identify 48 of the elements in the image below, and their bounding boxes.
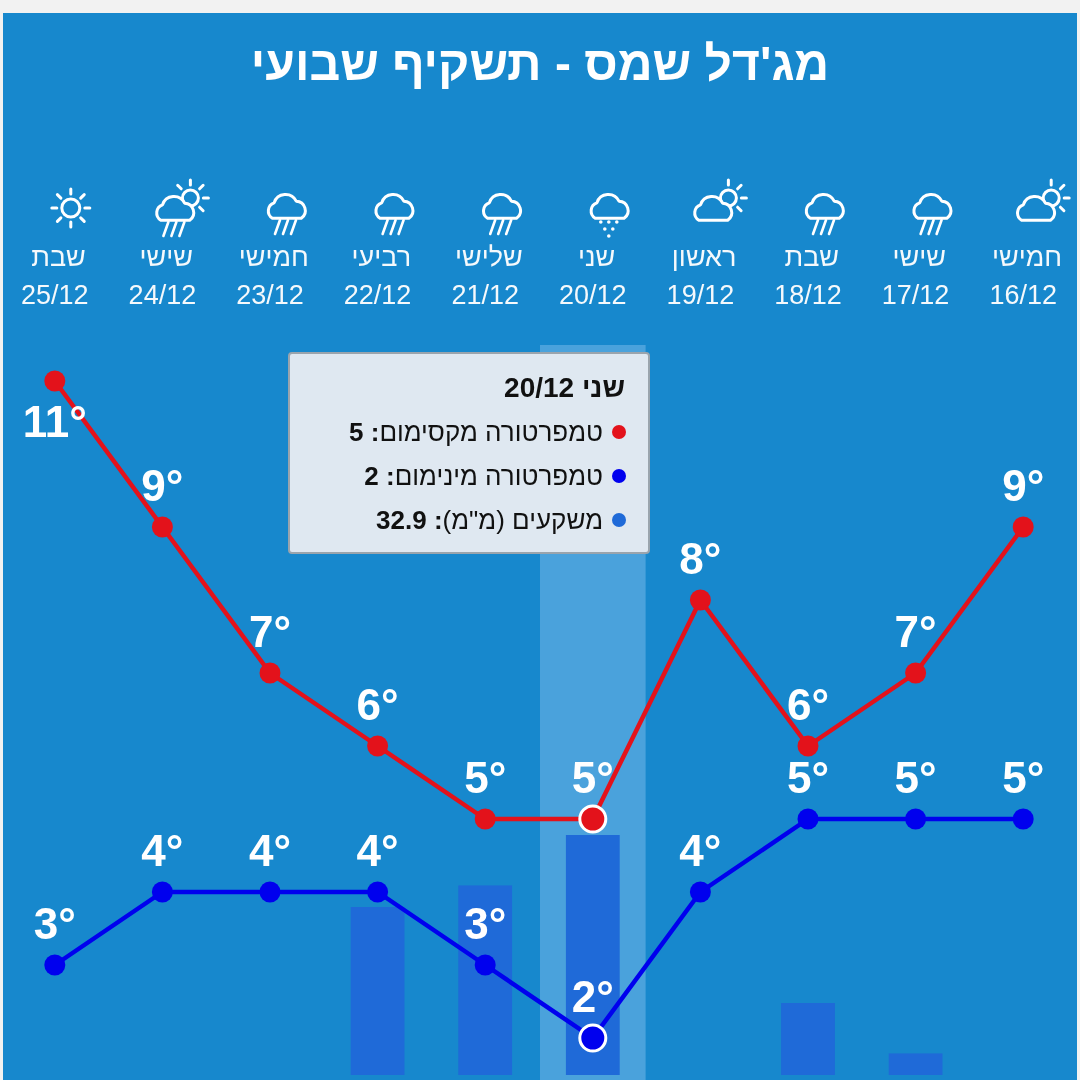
bar (458, 885, 513, 1075)
data-label: 9° (141, 461, 184, 510)
point (797, 735, 819, 757)
data-label: 9° (1002, 461, 1045, 510)
point (474, 954, 496, 976)
point (905, 808, 927, 830)
point (44, 370, 66, 392)
data-label: 5° (1002, 753, 1045, 802)
point (797, 808, 819, 830)
point (367, 881, 389, 903)
point (259, 881, 281, 903)
point (259, 662, 281, 684)
bar (888, 1053, 943, 1075)
point (689, 881, 711, 903)
point (151, 881, 173, 903)
annotation: : 2 (364, 461, 395, 491)
annotation: : 5 (349, 417, 380, 447)
annotation: : 32.9 (376, 505, 443, 535)
point (1012, 808, 1034, 830)
legend-title: שני 20/12 (504, 372, 625, 403)
data-label: 6° (786, 680, 830, 729)
point (151, 516, 173, 538)
data-label: 4° (679, 826, 722, 875)
bar (350, 907, 405, 1075)
data-label: 4° (248, 826, 292, 875)
bar (781, 1003, 835, 1075)
data-label: 3° (464, 899, 507, 948)
data-label: 5° (571, 753, 614, 802)
data-label: 4° (356, 826, 399, 875)
point (905, 662, 927, 684)
point (474, 808, 496, 830)
point (1012, 516, 1034, 538)
data-label: 5° (894, 753, 937, 802)
data-label: 2° (571, 972, 614, 1021)
chart-title: מג'דל שמס - תשקיף שבועי (250, 37, 830, 90)
data-label: 11° (22, 397, 87, 446)
point (689, 589, 711, 611)
data-label: 8° (679, 534, 722, 583)
data-label: 5° (464, 753, 507, 802)
data-label: 7° (894, 607, 937, 656)
data-label: 5° (786, 753, 830, 802)
point (44, 954, 66, 976)
point (367, 735, 389, 757)
data-label: 6° (356, 680, 399, 729)
data-label: 3° (33, 899, 76, 948)
bar (565, 835, 620, 1075)
data-label: 7° (248, 607, 292, 656)
data-label: 4° (141, 826, 184, 875)
